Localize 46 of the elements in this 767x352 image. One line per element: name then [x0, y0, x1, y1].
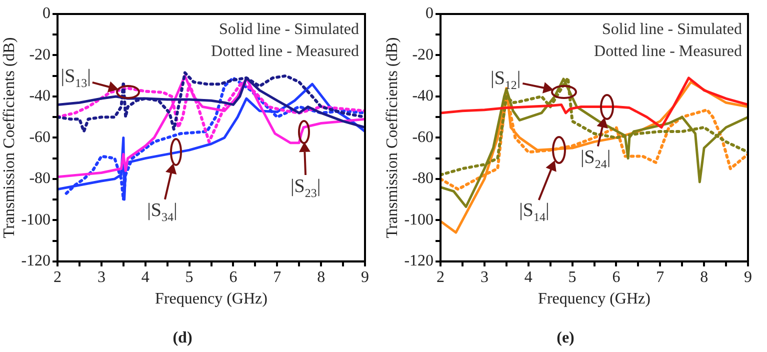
y-tick-label: -100 — [404, 211, 434, 228]
annotation: |S$_{23}$| — [290, 176, 321, 200]
y-tick-label: -120 — [404, 252, 434, 270]
text: (d) — [172, 330, 192, 347]
x-tick-label: 6 — [612, 269, 620, 286]
y-tick-label: 0 — [42, 5, 51, 22]
y-tick-label: -40 — [412, 88, 434, 105]
annotation: Dotted line - Measured — [594, 43, 742, 60]
annotation: Solid line - Simulated — [602, 21, 742, 38]
x-axis-title: Frequency (GHz) — [538, 290, 650, 308]
x-tick-label: 8 — [700, 269, 708, 286]
y-axis-title: Transmission Coefficients (dB) — [384, 37, 401, 238]
x-tick-label: 5 — [568, 269, 576, 286]
annotation: Solid line - Simulated — [219, 21, 359, 38]
x-tick-label: 7 — [656, 269, 664, 286]
x-tick-label: 9 — [361, 269, 369, 286]
y-tick-label: 0 — [426, 5, 434, 22]
x-tick-label: 8 — [317, 269, 326, 286]
y-tick-label: -20 — [412, 46, 434, 64]
annotation: |S$_{34}$| — [147, 200, 178, 224]
x-axis-title: Frequency (GHz) — [155, 290, 268, 308]
x-tick-label: 9 — [744, 269, 752, 286]
x-tick-label: 3 — [97, 269, 106, 286]
y-tick-label: -100 — [21, 211, 51, 228]
x-tick-label: 2 — [54, 269, 62, 286]
annotation: Dotted line - Measured — [211, 43, 359, 60]
x-tick-label: 7 — [273, 269, 282, 286]
text: (e) — [556, 330, 574, 347]
y-tick-label: -80 — [412, 170, 434, 188]
y-axis-title: Transmission Coefficients (dB) — [0, 37, 18, 238]
annotation: |S$_{13}$| — [60, 66, 91, 90]
y-tick-label: -120 — [21, 252, 51, 270]
y-tick-label: -60 — [29, 128, 51, 146]
x-tick-label: 6 — [229, 269, 238, 286]
y-tick-label: -60 — [412, 128, 434, 146]
annotation: |S$_{14}$| — [519, 200, 550, 224]
y-tick-label: -80 — [29, 170, 51, 188]
x-tick-label: 4 — [141, 269, 150, 286]
annotation: |S$_{24}$| — [580, 146, 611, 171]
x-tick-label: 5 — [185, 269, 194, 286]
x-tick-label: 3 — [480, 269, 488, 286]
y-tick-label: -40 — [29, 88, 51, 105]
x-tick-label: 2 — [436, 269, 445, 286]
y-tick-label: -20 — [29, 46, 51, 64]
x-tick-label: 4 — [524, 269, 532, 286]
annotation: |S$_{12}$| — [490, 68, 521, 92]
